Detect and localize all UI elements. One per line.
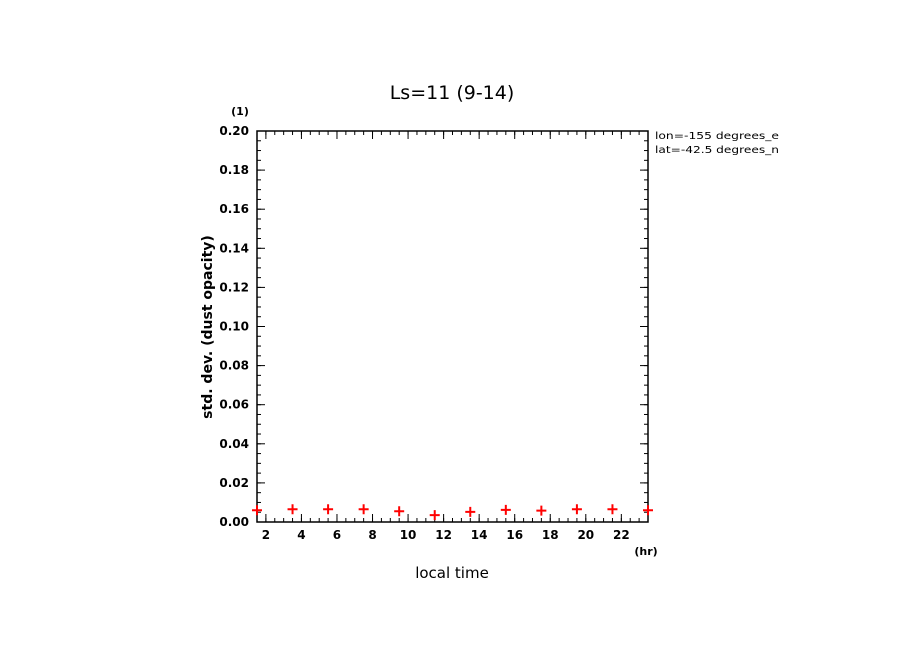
chart-title: Ls=11 (9-14) (390, 82, 515, 104)
data-point (394, 506, 405, 517)
x-tick-label: 8 (368, 528, 376, 542)
y-tick-label: 0.02 (219, 476, 249, 490)
data-point (323, 504, 334, 515)
x-unit-label: (hr) (634, 545, 657, 558)
plot-frame (256, 130, 649, 523)
x-tick-label: 14 (471, 528, 488, 542)
x-tick-label: 10 (400, 528, 417, 542)
y-tick-label: 0.18 (219, 163, 249, 177)
plot-area: 0.00 0.02 0.04 0.06 0.08 0.10 0.12 0.14 0.16 0.18… (219, 124, 653, 542)
y-tick-label: 0.06 (219, 398, 249, 412)
y-tick-label: 0.16 (219, 202, 249, 216)
x-tick-label: 6 (333, 528, 341, 542)
data-point (500, 504, 511, 515)
y-tick-label: 0.14 (219, 241, 249, 255)
x-tick-label: 12 (435, 528, 452, 542)
data-point (536, 505, 547, 516)
x-tick-label: 16 (506, 528, 523, 542)
data-point (571, 504, 582, 515)
data-point (429, 510, 440, 521)
data-point (287, 504, 298, 515)
y-axis-label: std. dev. (dust opacity) (200, 235, 216, 419)
y-unit-label: (1) (231, 105, 249, 118)
x-tick-label: 22 (613, 528, 630, 542)
y-tick-label: 0.00 (219, 515, 249, 529)
data-point (607, 504, 618, 515)
x-axis-label: local time (415, 564, 489, 582)
annotation-lon: lon=-155 degrees_e (655, 131, 779, 142)
y-tick-label: 0.10 (219, 320, 249, 334)
x-tick-label: 2 (262, 528, 270, 542)
x-tick-label: 20 (577, 528, 594, 542)
data-point (358, 504, 369, 515)
x-tick-label: 18 (542, 528, 559, 542)
y-tick-label: 0.20 (219, 124, 249, 138)
data-point (643, 505, 653, 516)
data-point (252, 505, 262, 516)
y-tick-label: 0.08 (219, 359, 249, 373)
y-tick-label: 0.12 (219, 280, 249, 294)
y-tick-label: 0.04 (219, 437, 249, 451)
data-point (465, 506, 476, 517)
annotation-lat: lat=-42.5 degrees_n (655, 145, 779, 156)
x-tick-label: 4 (297, 528, 305, 542)
